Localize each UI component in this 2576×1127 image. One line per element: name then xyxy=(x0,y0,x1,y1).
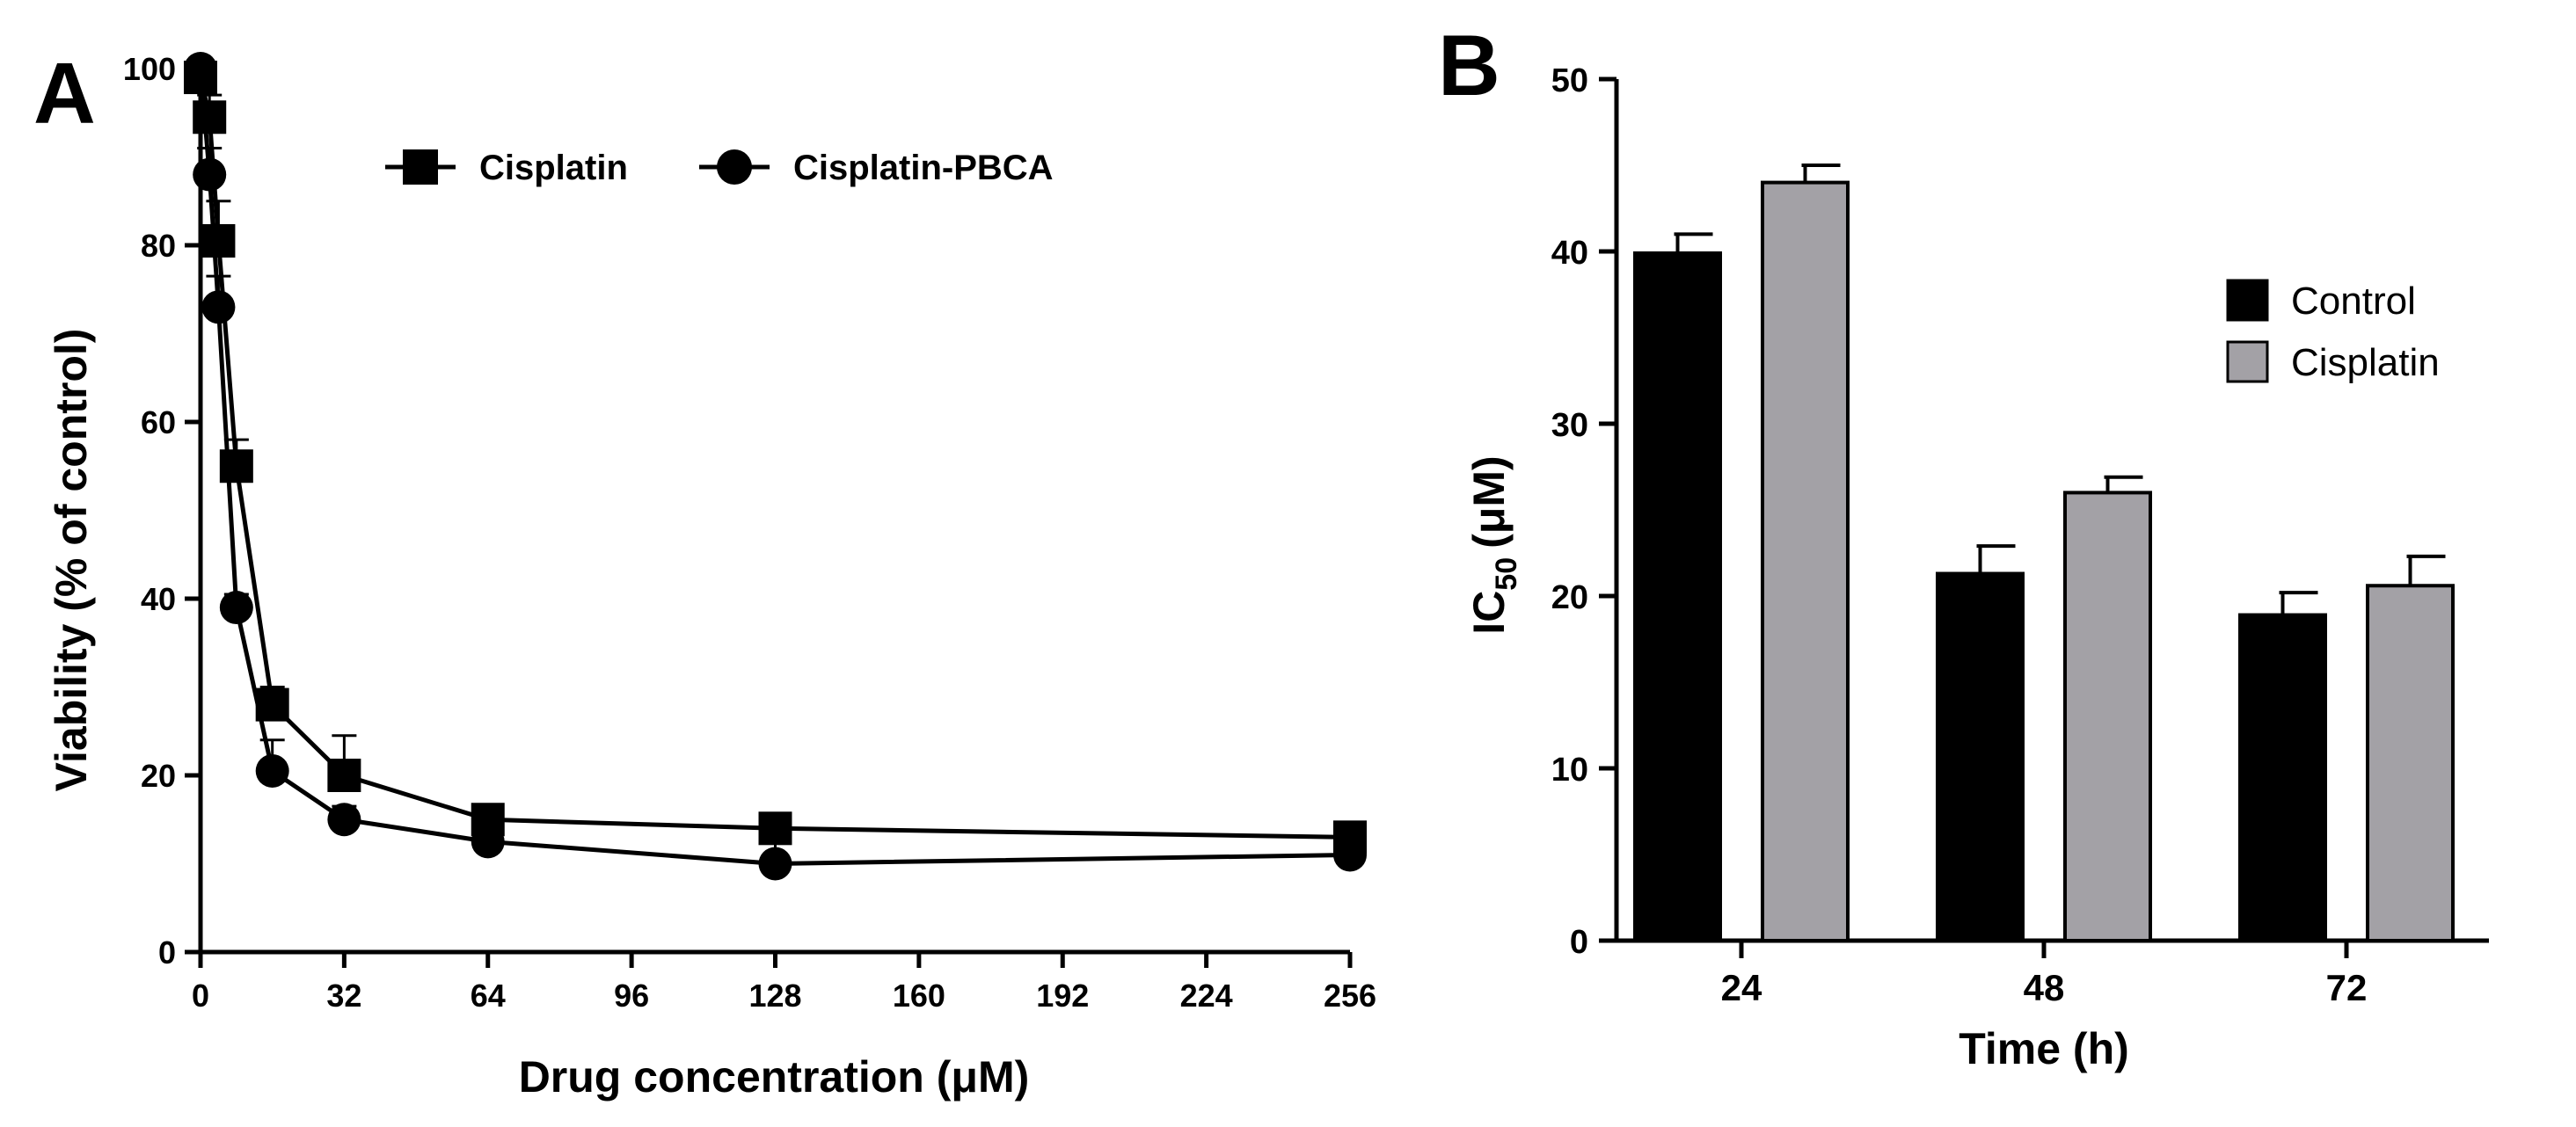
y-axis-title-ic: IC xyxy=(1464,591,1514,635)
bar-control-48 xyxy=(1936,571,2025,943)
panel-a-x-tick-label: 96 xyxy=(614,978,649,1014)
series-cisplatin-pbca-point xyxy=(758,847,792,881)
panel-a-y-tick-label: 0 xyxy=(158,934,176,971)
bar-control-72 xyxy=(2238,613,2327,942)
panel-a-x-tick-label: 224 xyxy=(1180,978,1233,1014)
panel-b-y-tick-label: 30 xyxy=(1551,407,1588,444)
panel-a-x-tick-label: 192 xyxy=(1036,978,1089,1014)
series-cisplatin-pbca-point xyxy=(219,591,253,625)
legend-control-swatch xyxy=(2226,279,2269,322)
panel-a-x-tick-label: 32 xyxy=(326,978,361,1014)
panel-a-x-tick-label: 64 xyxy=(471,978,506,1014)
panel-b-y-tick-label: 10 xyxy=(1551,752,1588,789)
panel-b-y-tick-label: 20 xyxy=(1551,579,1588,616)
panel-b-x-tick-label: 72 xyxy=(2326,967,2368,1008)
panel-b-x-tick-label: 24 xyxy=(1721,967,1762,1008)
series-cisplatin-pbca-point xyxy=(1333,838,1367,872)
panel-a-y-axis-title: Viability (% of control) xyxy=(47,329,96,792)
panel-a-legend: Cisplatin Cisplatin-PBCA xyxy=(385,149,1054,187)
legend-control-label: Control xyxy=(2291,280,2416,323)
panel-b-y-tick-label: 40 xyxy=(1551,235,1588,272)
panel-a-y-tick-label: 80 xyxy=(141,228,176,264)
legend-cisplatin-pbca-label: Cisplatin-PBCA xyxy=(793,149,1054,187)
panel-a-x-tick-label: 256 xyxy=(1324,978,1376,1014)
series-cisplatin-pbca-point xyxy=(255,753,289,788)
bar-cisplatin-72 xyxy=(2366,584,2455,942)
legend-cisplatin-swatch xyxy=(2226,340,2269,383)
panel-b-x-axis-title: Time (h) xyxy=(1959,1024,2129,1073)
panel-a-letter: A xyxy=(33,45,96,142)
series-cisplatin-pbca-point xyxy=(201,290,236,324)
bar-control-24 xyxy=(1633,251,1722,942)
panel-b-y-tick-label: 0 xyxy=(1570,924,1588,961)
panel-b-chart: B 0 10 20 30 40 50 24 48 72 Control Cisplatin Ti… xyxy=(1438,17,2489,1073)
legend-cisplatin-pbca-circle-marker xyxy=(717,149,752,185)
series-cisplatin-point xyxy=(327,759,361,792)
panel-a-x-tick-label: 0 xyxy=(192,978,209,1014)
panel-b-axes xyxy=(1614,79,2489,943)
legend-cisplatin-square-marker xyxy=(403,149,438,185)
series-cisplatin-point xyxy=(201,223,236,258)
bar-cisplatin-48 xyxy=(2063,491,2152,943)
panel-b-y-axis-title: IC50 (μM) xyxy=(1464,455,1523,634)
series-cisplatin-pbca-point xyxy=(471,825,505,859)
series-cisplatin-point xyxy=(193,100,227,135)
panel-a-chart: A 0 32 64 96 128 160 192 224 256 0 20 40 60 80 100 Cis… xyxy=(33,45,1376,1102)
panel-a-y-tick-label: 60 xyxy=(141,404,176,440)
panel-a-x-axis-title: Drug concentration (μM) xyxy=(519,1052,1030,1102)
series-cisplatin-pbca-point xyxy=(184,52,217,85)
legend-cisplatin-label: Cisplatin xyxy=(479,149,628,187)
panel-a-y-tick-label: 20 xyxy=(141,758,176,794)
panel-a-y-tick-label: 100 xyxy=(123,51,176,87)
series-cisplatin-line xyxy=(198,76,1351,840)
series-cisplatin-pbca-line xyxy=(198,68,1351,867)
series-cisplatin-pbca-point xyxy=(327,803,361,837)
panel-b-letter: B xyxy=(1438,17,1500,113)
panel-a-x-tick-label: 160 xyxy=(893,978,945,1014)
legend-cisplatin-label: Cisplatin xyxy=(2291,341,2440,384)
y-axis-title-subscript: 50 xyxy=(1490,557,1523,591)
series-cisplatin-pbca-point xyxy=(193,157,227,192)
panel-b-y-tick-label: 50 xyxy=(1551,62,1588,99)
panel-b-legend: Control Cisplatin xyxy=(2226,279,2440,384)
panel-b-x-tick-label: 48 xyxy=(2024,967,2065,1008)
y-axis-title-unit: (μM) xyxy=(1464,455,1514,549)
bar-cisplatin-24 xyxy=(1761,180,1850,943)
panel-a-x-tick-label: 128 xyxy=(748,978,801,1014)
panel-a-y-tick-label: 40 xyxy=(141,581,176,617)
series-cisplatin-point xyxy=(219,449,253,484)
